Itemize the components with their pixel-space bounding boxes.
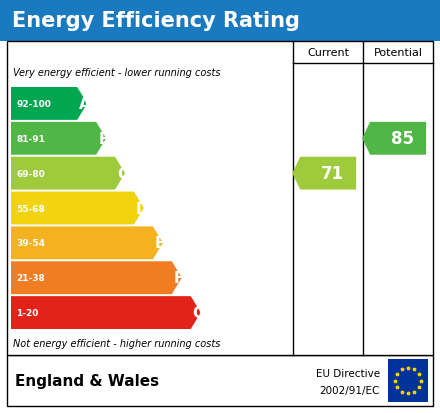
Text: C: C: [117, 166, 128, 181]
Polygon shape: [11, 157, 125, 190]
Text: 69-80: 69-80: [16, 169, 45, 178]
Text: 39-54: 39-54: [16, 239, 45, 248]
Text: EU Directive: EU Directive: [316, 368, 380, 378]
Bar: [388, 359, 428, 402]
Text: 21-38: 21-38: [16, 273, 45, 282]
Polygon shape: [11, 88, 87, 121]
Polygon shape: [11, 262, 182, 294]
Text: Current: Current: [307, 48, 349, 58]
Polygon shape: [292, 157, 356, 190]
Text: 92-100: 92-100: [16, 100, 51, 109]
Text: 2002/91/EC: 2002/91/EC: [319, 385, 380, 395]
Polygon shape: [11, 297, 201, 329]
Text: Very energy efficient - lower running costs: Very energy efficient - lower running co…: [13, 68, 220, 78]
Text: Not energy efficient - higher running costs: Not energy efficient - higher running co…: [13, 338, 220, 348]
Text: 55-68: 55-68: [16, 204, 45, 213]
Text: B: B: [98, 131, 110, 147]
Text: Energy Efficiency Rating: Energy Efficiency Rating: [12, 11, 300, 31]
Polygon shape: [11, 192, 144, 225]
Bar: [0, 0, 440, 42]
Text: 81-91: 81-91: [16, 135, 45, 143]
Text: Potential: Potential: [374, 48, 422, 58]
Text: A: A: [79, 97, 91, 112]
Bar: [7, 355, 433, 406]
Text: 85: 85: [391, 130, 414, 148]
Text: 1-20: 1-20: [16, 309, 38, 317]
Text: D: D: [136, 201, 149, 216]
Polygon shape: [11, 227, 163, 260]
Text: England & Wales: England & Wales: [15, 373, 159, 388]
Polygon shape: [11, 123, 106, 155]
Text: G: G: [193, 305, 205, 320]
Text: 71: 71: [321, 165, 344, 183]
Polygon shape: [362, 123, 426, 155]
Text: E: E: [155, 236, 165, 251]
Text: F: F: [174, 271, 184, 285]
Bar: [7, 42, 433, 355]
